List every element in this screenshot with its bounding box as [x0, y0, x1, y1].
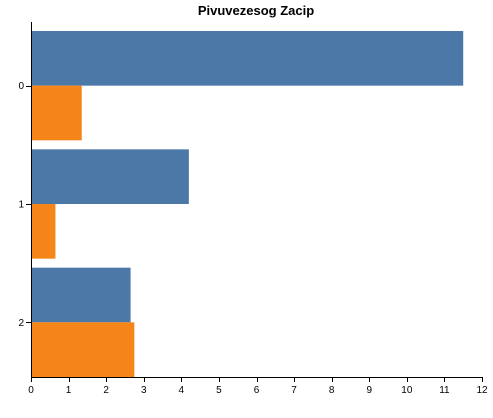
- x-tick-label-2: 2: [103, 385, 109, 396]
- chart-title: Pivuvezesog Zacip: [198, 3, 314, 18]
- x-tick-label-1: 1: [66, 385, 72, 396]
- x-tick-label-10: 10: [401, 385, 413, 396]
- bar-0-series-1: [31, 85, 82, 141]
- x-tick-label-8: 8: [329, 385, 335, 396]
- x-tick-label-4: 4: [179, 385, 185, 396]
- x-tick-label-0: 0: [28, 385, 34, 396]
- x-tick-label-9: 9: [366, 385, 372, 396]
- y-tick-label-2: 2: [18, 318, 24, 329]
- x-tick-label-6: 6: [254, 385, 260, 396]
- x-tick-label-5: 5: [216, 385, 222, 396]
- y-tick-label-0: 0: [18, 81, 24, 92]
- bar-1-series-0: [31, 149, 189, 204]
- bar-2-series-1: [31, 322, 135, 377]
- x-axis-ticks: 0 1 2 3 4 5 6 7 8 9 10 11 12: [28, 377, 488, 396]
- y-axis-ticks: 0 1 2: [18, 81, 31, 329]
- bar-2-series-0: [31, 267, 131, 323]
- y-tick-label-1: 1: [18, 200, 24, 211]
- x-tick-label-3: 3: [141, 385, 147, 396]
- bar-0-series-0: [31, 31, 464, 86]
- x-tick-label-7: 7: [291, 385, 297, 396]
- x-tick-label-11: 11: [439, 385, 450, 396]
- x-tick-label-12: 12: [476, 385, 488, 396]
- bar-1-series-1: [31, 204, 56, 259]
- bars-group: [31, 31, 464, 377]
